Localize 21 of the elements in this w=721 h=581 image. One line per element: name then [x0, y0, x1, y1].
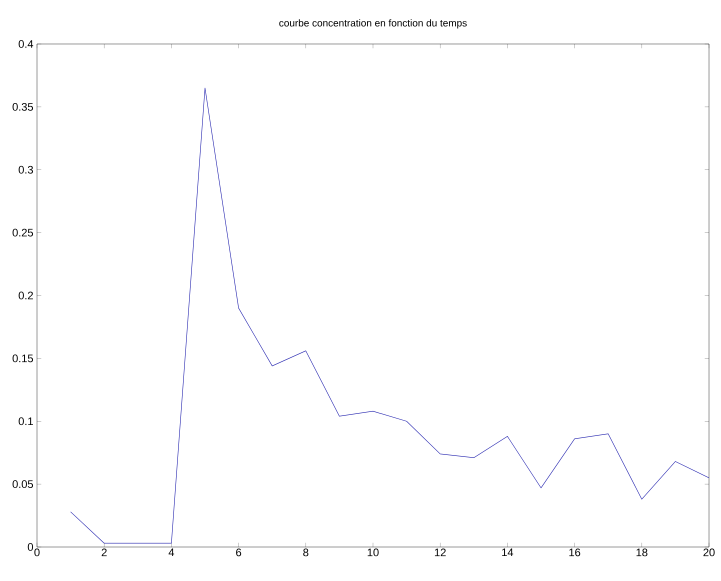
x-tick-label: 4 [168, 548, 174, 556]
y-tick-label: 0.25 [12, 228, 34, 237]
x-tick-label: 20 [703, 548, 715, 556]
x-tick-label: 12 [434, 548, 446, 556]
x-tick-label: 10 [368, 548, 379, 556]
y-tick-label: 0.35 [12, 103, 34, 111]
y-tick-label: 0.1 [18, 417, 33, 426]
x-tick-label: 14 [502, 548, 514, 556]
x-tick-label: 0 [34, 548, 40, 556]
y-tick-label: 0.05 [12, 480, 34, 488]
x-tick-label: 2 [102, 548, 107, 556]
x-tick-label: 18 [636, 548, 648, 556]
x-tick-label: 6 [236, 548, 242, 556]
y-tick-label: 0.15 [12, 354, 34, 362]
y-tick-label: 0 [28, 543, 34, 551]
x-tick-label: 8 [303, 548, 308, 556]
y-tick-label: 0.3 [18, 166, 33, 174]
y-tick-label: 0.2 [18, 292, 33, 300]
chart-title: courbe concentration en fonction du temps [279, 19, 467, 28]
x-tick-label: 16 [569, 548, 580, 556]
y-tick-label: 0.4 [18, 40, 34, 48]
